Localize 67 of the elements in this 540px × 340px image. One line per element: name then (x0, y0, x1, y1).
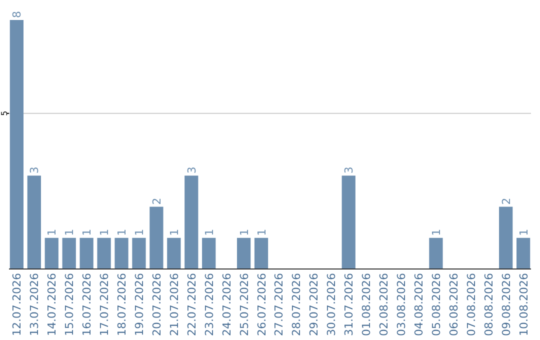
data-label: 1 (255, 228, 268, 236)
x-tick-label: 20.07.2026 (150, 273, 164, 336)
x-tick-label: 27.07.2026 (272, 273, 286, 336)
x-tick-label: 21.07.2026 (168, 273, 181, 336)
x-tick-label: 29.07.2026 (308, 273, 321, 336)
bar (254, 238, 268, 269)
data-label: 1 (238, 228, 251, 236)
data-label: 1 (517, 228, 530, 236)
data-label: 1 (116, 228, 129, 236)
data-label: 8 (10, 11, 24, 18)
x-tick-label: 25.07.2026 (238, 273, 251, 336)
bar (499, 206, 513, 269)
x-tick-label: 13.07.2026 (28, 273, 42, 336)
bar (10, 20, 24, 269)
x-tick-label: 24.07.2026 (220, 273, 234, 336)
x-tick-label: 01.08.2026 (360, 273, 374, 336)
bar (516, 238, 530, 269)
bar (27, 176, 41, 269)
bar (44, 238, 58, 269)
x-tick-label: 18.07.2026 (116, 273, 129, 336)
x-tick-label: 14.07.2026 (46, 273, 59, 336)
bar (184, 176, 198, 269)
x-tick-label: 17.07.2026 (98, 273, 112, 336)
x-tick-label: 30.07.2026 (325, 273, 338, 336)
x-tick-label: 26.07.2026 (255, 273, 268, 336)
x-tick-label: 02.08.2026 (378, 273, 391, 336)
x-tick-label: 06.08.2026 (447, 273, 460, 336)
x-tick-label: 04.08.2026 (412, 273, 426, 336)
bar (114, 238, 128, 269)
bar (132, 238, 146, 269)
x-tick-label: 19.07.2026 (132, 273, 146, 336)
data-label: 3 (185, 166, 198, 174)
x-tick-label: 08.08.2026 (482, 273, 496, 336)
x-tick-label: 28.07.2026 (290, 273, 304, 336)
data-label: 1 (202, 228, 216, 236)
x-tick-label: 10.08.2026 (517, 273, 530, 336)
bar (429, 238, 443, 269)
data-label: 1 (98, 228, 112, 236)
data-label: 1 (430, 228, 443, 236)
x-tick-label: 09.08.2026 (500, 273, 513, 336)
data-label: 3 (28, 166, 42, 174)
data-label: 2 (150, 198, 164, 205)
x-tick-label: 15.07.2026 (63, 273, 76, 336)
x-tick-label: 23.07.2026 (202, 273, 216, 336)
bar (62, 238, 76, 269)
x-tick-label: 05.08.2026 (430, 273, 443, 336)
bar (167, 238, 181, 269)
bar (97, 238, 111, 269)
bar (80, 238, 94, 269)
data-label: 1 (46, 228, 59, 236)
data-label: 1 (132, 228, 146, 236)
data-label: 1 (168, 228, 181, 236)
data-label: 1 (63, 228, 76, 236)
data-label: 1 (80, 228, 94, 236)
x-tick-label: 31.07.2026 (342, 273, 356, 336)
bar (342, 176, 356, 269)
x-tick-label: 16.07.2026 (80, 273, 94, 336)
bar (150, 206, 164, 269)
ref-line-label: 5 (0, 110, 9, 116)
x-tick-label: 22.07.2026 (185, 273, 198, 336)
data-label: 2 (500, 198, 513, 205)
x-tick-label: 03.08.2026 (395, 273, 408, 336)
bar (202, 238, 216, 269)
bar (236, 238, 251, 269)
data-label: 3 (342, 166, 356, 174)
x-tick-label: 07.08.2026 (464, 273, 478, 336)
x-tick-label: 12.07.2026 (10, 273, 24, 336)
